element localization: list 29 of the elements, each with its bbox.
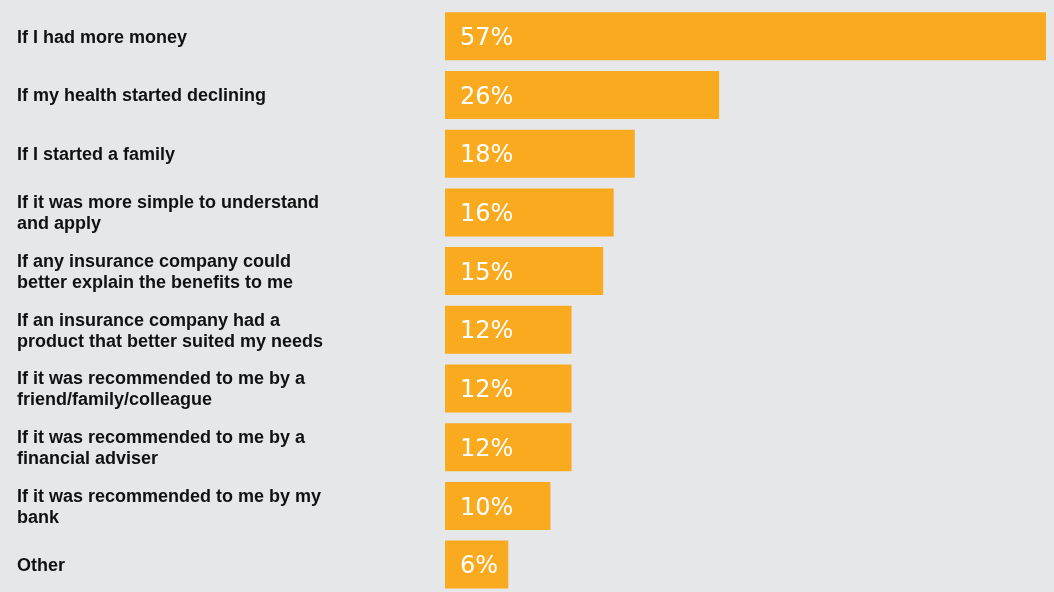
bar	[445, 247, 604, 296]
data-label: 26%	[460, 81, 514, 110]
bar	[445, 12, 1046, 61]
y-tick-label: If any insurance company could better explain the benefits to me	[17, 250, 294, 292]
bar	[445, 423, 572, 472]
data-label: 12%	[460, 433, 514, 462]
y-tick-label: If it was recommended to me by a financial adviser	[17, 427, 307, 469]
data-label: 12%	[460, 316, 514, 345]
bar	[445, 305, 572, 354]
y-tick-label: Other	[17, 554, 66, 575]
bar	[445, 129, 635, 178]
bar	[445, 481, 551, 530]
y-tick-label: If it was recommended to me by a friend/family/colleague	[17, 368, 307, 410]
y-tick-label: If it was recommended to me by my bank	[17, 485, 322, 527]
data-label: 18%	[460, 140, 514, 169]
data-label: 15%	[460, 257, 514, 286]
y-tick-label: If my health started declining	[17, 85, 267, 106]
bar	[445, 364, 572, 413]
data-label: 6%	[460, 551, 499, 580]
data-label: 10%	[460, 492, 514, 521]
y-tick-label: If I started a family	[17, 144, 176, 165]
data-label: 12%	[460, 375, 514, 404]
bar	[445, 70, 720, 119]
data-label: 57%	[460, 22, 514, 51]
data-label: 16%	[460, 199, 514, 228]
y-tick-label: If an insurance company had a product that better suited my needs	[17, 309, 324, 351]
y-tick-label: If it was more simple to understand and apply	[17, 192, 320, 234]
y-tick-label: If I had more money	[17, 26, 188, 47]
bar	[445, 188, 614, 237]
